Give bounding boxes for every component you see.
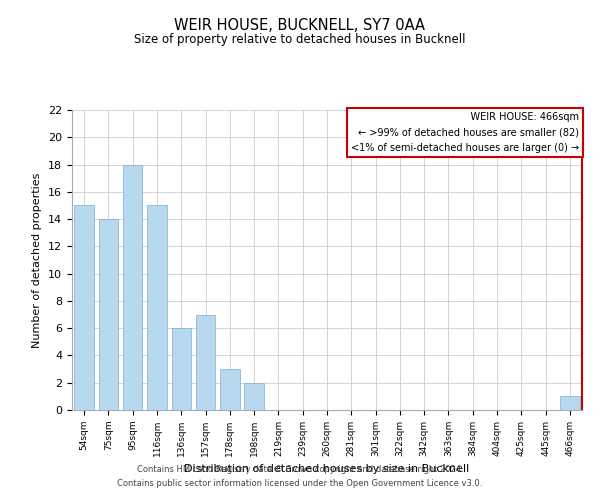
Text: WEIR HOUSE: 466sqm
← >99% of detached houses are smaller (82)
<1% of semi-detach: WEIR HOUSE: 466sqm ← >99% of detached ho… [352, 112, 580, 152]
Y-axis label: Number of detached properties: Number of detached properties [32, 172, 43, 348]
Text: Size of property relative to detached houses in Bucknell: Size of property relative to detached ho… [134, 32, 466, 46]
Bar [220, 369, 239, 410]
Bar [172, 328, 191, 410]
Bar [123, 164, 142, 410]
Bar [147, 206, 167, 410]
Bar [560, 396, 580, 410]
X-axis label: Distribution of detached houses by size in Bucknell: Distribution of detached houses by size … [184, 464, 470, 474]
Bar [74, 206, 94, 410]
Bar [196, 314, 215, 410]
Text: WEIR HOUSE, BUCKNELL, SY7 0AA: WEIR HOUSE, BUCKNELL, SY7 0AA [175, 18, 425, 32]
Text: Contains HM Land Registry data © Crown copyright and database right 2024.
Contai: Contains HM Land Registry data © Crown c… [118, 466, 482, 487]
Bar [244, 382, 264, 410]
Bar [99, 219, 118, 410]
